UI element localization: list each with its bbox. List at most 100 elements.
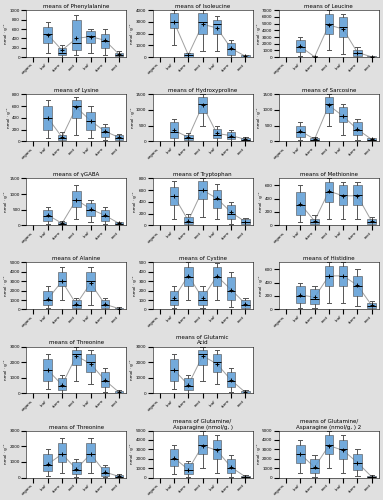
PathPatch shape [184, 135, 193, 140]
PathPatch shape [198, 182, 207, 199]
PathPatch shape [170, 12, 178, 28]
PathPatch shape [367, 476, 376, 478]
PathPatch shape [198, 436, 207, 454]
Y-axis label: nmol · g⁻¹: nmol · g⁻¹ [4, 444, 8, 464]
PathPatch shape [241, 138, 250, 140]
PathPatch shape [198, 290, 207, 304]
PathPatch shape [213, 354, 221, 372]
Title: means of γGABA: means of γGABA [53, 172, 100, 178]
PathPatch shape [339, 440, 347, 459]
PathPatch shape [353, 276, 362, 296]
PathPatch shape [296, 286, 304, 302]
PathPatch shape [43, 454, 52, 471]
PathPatch shape [86, 32, 95, 43]
PathPatch shape [86, 272, 95, 290]
Title: means of Sarcosine: means of Sarcosine [302, 88, 356, 93]
PathPatch shape [241, 220, 250, 224]
Title: means of Tryptophan: means of Tryptophan [173, 172, 232, 178]
PathPatch shape [324, 266, 333, 286]
Y-axis label: nmol · g⁻¹: nmol · g⁻¹ [4, 192, 8, 212]
PathPatch shape [86, 112, 95, 130]
Y-axis label: nmol · g⁻¹: nmol · g⁻¹ [257, 108, 261, 128]
PathPatch shape [353, 50, 362, 56]
PathPatch shape [86, 443, 95, 462]
PathPatch shape [72, 191, 80, 206]
Y-axis label: nmol · g⁻¹: nmol · g⁻¹ [259, 276, 264, 296]
PathPatch shape [241, 476, 250, 478]
PathPatch shape [324, 98, 333, 113]
PathPatch shape [213, 20, 221, 34]
PathPatch shape [101, 372, 109, 387]
PathPatch shape [86, 354, 95, 372]
PathPatch shape [353, 122, 362, 135]
PathPatch shape [353, 454, 362, 470]
PathPatch shape [339, 266, 347, 286]
Title: means of Threonine: means of Threonine [49, 424, 104, 430]
Y-axis label: nmol · g⁻¹: nmol · g⁻¹ [7, 108, 11, 128]
Y-axis label: nmol · g⁻¹: nmol · g⁻¹ [4, 360, 8, 380]
Title: means of Methionine: means of Methionine [300, 172, 358, 178]
PathPatch shape [339, 107, 347, 122]
PathPatch shape [72, 100, 80, 118]
PathPatch shape [184, 464, 193, 474]
Y-axis label: nmol · g⁻¹: nmol · g⁻¹ [133, 192, 137, 212]
Title: means of Hydroxyproline: means of Hydroxyproline [168, 88, 237, 93]
Title: means of Histidine: means of Histidine [303, 256, 355, 262]
PathPatch shape [170, 187, 178, 205]
Title: means of Phenylalanine: means of Phenylalanine [43, 4, 110, 9]
PathPatch shape [227, 205, 236, 220]
PathPatch shape [86, 204, 95, 216]
PathPatch shape [227, 276, 236, 300]
PathPatch shape [198, 98, 207, 113]
Y-axis label: nmol · g⁻¹: nmol · g⁻¹ [131, 108, 134, 128]
PathPatch shape [227, 459, 236, 473]
Y-axis label: nmol · g⁻¹: nmol · g⁻¹ [257, 444, 261, 464]
PathPatch shape [296, 192, 304, 216]
PathPatch shape [367, 218, 376, 224]
PathPatch shape [101, 300, 109, 308]
PathPatch shape [324, 14, 333, 34]
PathPatch shape [227, 132, 236, 139]
PathPatch shape [43, 210, 52, 220]
PathPatch shape [184, 267, 193, 286]
PathPatch shape [115, 391, 123, 393]
PathPatch shape [353, 185, 362, 205]
PathPatch shape [72, 462, 80, 474]
Title: means of Alanine: means of Alanine [52, 256, 100, 262]
PathPatch shape [213, 190, 221, 208]
PathPatch shape [101, 466, 109, 476]
PathPatch shape [101, 210, 109, 220]
Y-axis label: nmol · g⁻¹: nmol · g⁻¹ [131, 360, 134, 380]
PathPatch shape [339, 185, 347, 205]
PathPatch shape [296, 126, 304, 136]
PathPatch shape [184, 216, 193, 224]
Y-axis label: nmol · g⁻¹: nmol · g⁻¹ [4, 24, 8, 44]
PathPatch shape [296, 40, 304, 52]
PathPatch shape [198, 350, 207, 366]
PathPatch shape [43, 26, 52, 43]
PathPatch shape [115, 475, 123, 477]
PathPatch shape [170, 290, 178, 304]
PathPatch shape [227, 372, 236, 387]
PathPatch shape [101, 34, 109, 48]
PathPatch shape [310, 56, 319, 57]
PathPatch shape [43, 290, 52, 304]
Y-axis label: nmol · g⁻¹: nmol · g⁻¹ [257, 24, 261, 44]
PathPatch shape [72, 350, 80, 366]
PathPatch shape [115, 222, 123, 224]
Title: means of Isoleucine: means of Isoleucine [175, 4, 230, 9]
Title: means of Leucine: means of Leucine [304, 4, 353, 9]
PathPatch shape [184, 53, 193, 56]
PathPatch shape [241, 300, 250, 308]
PathPatch shape [324, 436, 333, 454]
PathPatch shape [115, 52, 123, 56]
PathPatch shape [241, 56, 250, 57]
PathPatch shape [324, 182, 333, 202]
PathPatch shape [170, 450, 178, 466]
Title: means of Glutamine/
Asparagine (nmol/g, ) 2: means of Glutamine/ Asparagine (nmol/g, … [296, 418, 362, 430]
PathPatch shape [115, 136, 123, 140]
Title: means of Cystine: means of Cystine [178, 256, 227, 262]
PathPatch shape [72, 20, 80, 50]
PathPatch shape [58, 136, 66, 140]
PathPatch shape [72, 300, 80, 308]
